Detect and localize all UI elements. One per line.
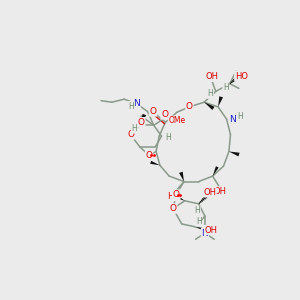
Text: O: O <box>149 107 157 116</box>
Text: OH: OH <box>206 72 218 81</box>
Text: H: H <box>237 112 243 121</box>
Polygon shape <box>140 114 146 125</box>
Text: HO: HO <box>235 71 248 80</box>
Polygon shape <box>213 166 219 176</box>
Text: H: H <box>194 206 200 215</box>
Text: O: O <box>186 102 193 111</box>
Text: HO: HO <box>167 192 180 201</box>
Text: N: N <box>230 115 236 124</box>
Text: N: N <box>133 99 140 108</box>
Text: H: H <box>223 83 229 92</box>
Polygon shape <box>204 102 214 110</box>
Text: H: H <box>165 133 171 142</box>
Text: O: O <box>138 118 145 127</box>
Text: O: O <box>161 110 168 119</box>
Polygon shape <box>179 172 184 182</box>
Text: OH: OH <box>214 187 227 196</box>
Polygon shape <box>218 96 223 107</box>
Text: N: N <box>202 229 208 238</box>
Text: O: O <box>146 151 153 160</box>
Text: OH: OH <box>205 226 218 235</box>
Polygon shape <box>196 227 207 232</box>
Text: O: O <box>127 130 134 139</box>
Text: O: O <box>173 190 180 199</box>
Polygon shape <box>229 152 240 156</box>
Text: H: H <box>196 217 202 226</box>
Polygon shape <box>175 194 185 201</box>
Text: H: H <box>131 124 137 133</box>
Text: OH: OH <box>203 188 216 197</box>
Text: OMe: OMe <box>168 116 186 125</box>
Polygon shape <box>150 161 160 165</box>
Text: O: O <box>169 204 177 213</box>
Text: H: H <box>128 102 134 111</box>
Text: H: H <box>208 89 213 98</box>
